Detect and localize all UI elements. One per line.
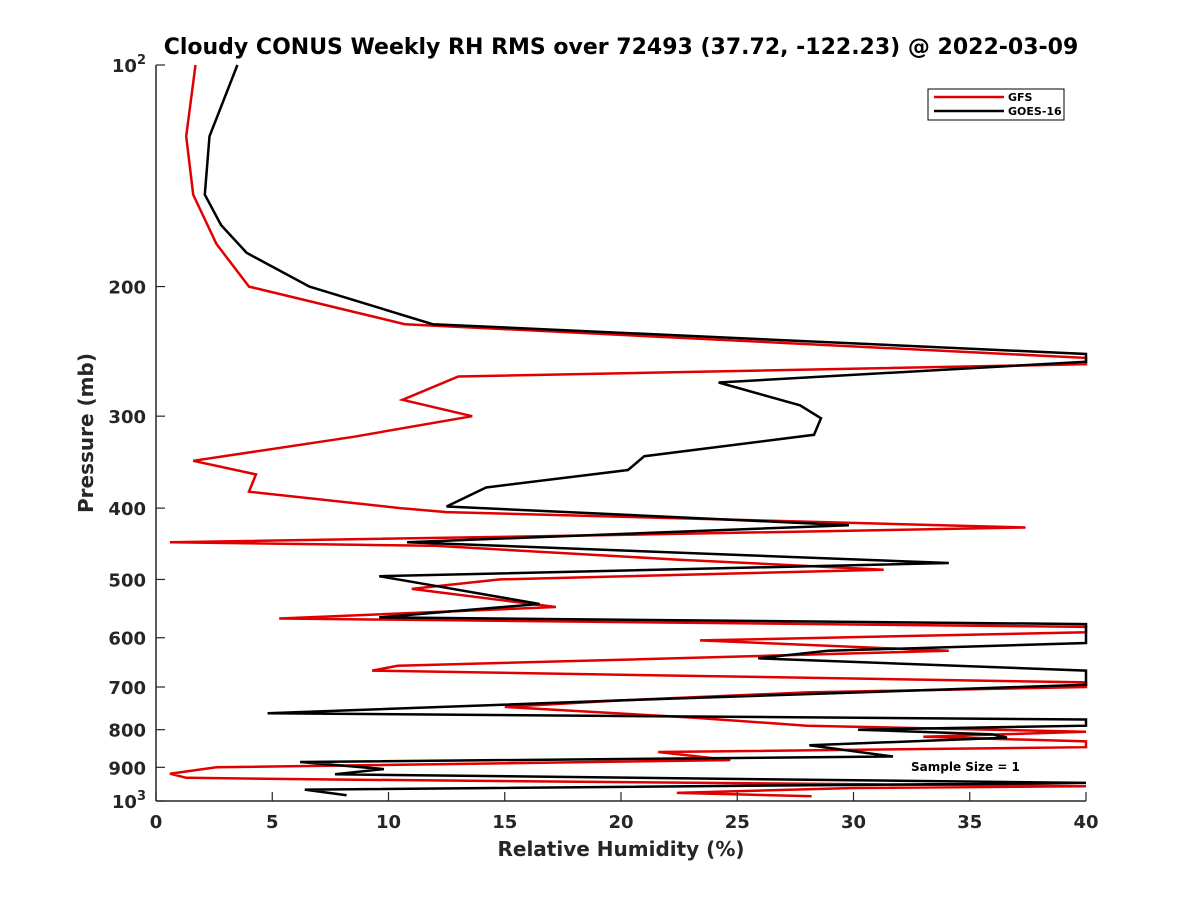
legend-box <box>927 88 1065 121</box>
y-tick-label: 300 <box>108 407 146 428</box>
x-tick-label: 15 <box>492 812 517 833</box>
y-tick-label-power: 103 <box>112 789 146 813</box>
y-tick-label-base: 10 <box>112 56 137 77</box>
x-axis-label: Relative Humidity (%) <box>497 837 744 861</box>
sample-size-annotation: Sample Size = 1 <box>911 760 1020 774</box>
x-tick-label: 30 <box>841 812 866 833</box>
legend-label-gfs: GFS <box>1008 91 1033 104</box>
y-tick-label-base: 10 <box>112 792 137 813</box>
y-tick-label-power: 102 <box>112 53 146 77</box>
x-tick-label: 40 <box>1073 812 1098 833</box>
y-tick-label: 400 <box>108 499 146 520</box>
x-tick-label: 0 <box>150 812 163 833</box>
y-tick-label-exponent: 3 <box>137 789 146 804</box>
y-tick-label: 700 <box>108 678 146 699</box>
series-line-gfs <box>169 64 1088 798</box>
legend: GFS GOES-16 <box>927 88 1065 121</box>
y-axis-label: Pressure (mb) <box>74 353 98 513</box>
x-tick-label: 5 <box>266 812 279 833</box>
y-tick-label: 600 <box>108 629 146 650</box>
legend-label-goes16: GOES-16 <box>1008 105 1062 118</box>
y-tick-label: 800 <box>108 721 146 742</box>
y-tick-label: 900 <box>108 758 146 779</box>
series-line-goes16 <box>203 64 1088 797</box>
y-tick-label: 500 <box>108 570 146 591</box>
series-lines <box>169 64 1088 798</box>
chart-title: Cloudy CONUS Weekly RH RMS over 72493 (3… <box>164 35 1079 60</box>
x-tick-label: 35 <box>957 812 982 833</box>
x-tick-label: 10 <box>376 812 401 833</box>
x-tick-label: 25 <box>725 812 750 833</box>
y-tick-label-exponent: 2 <box>137 53 146 68</box>
y-tick-label: 200 <box>108 278 146 299</box>
x-tick-label: 20 <box>608 812 633 833</box>
x-axis-ticks: 0 5 10 15 20 25 30 35 40 <box>150 792 1099 833</box>
